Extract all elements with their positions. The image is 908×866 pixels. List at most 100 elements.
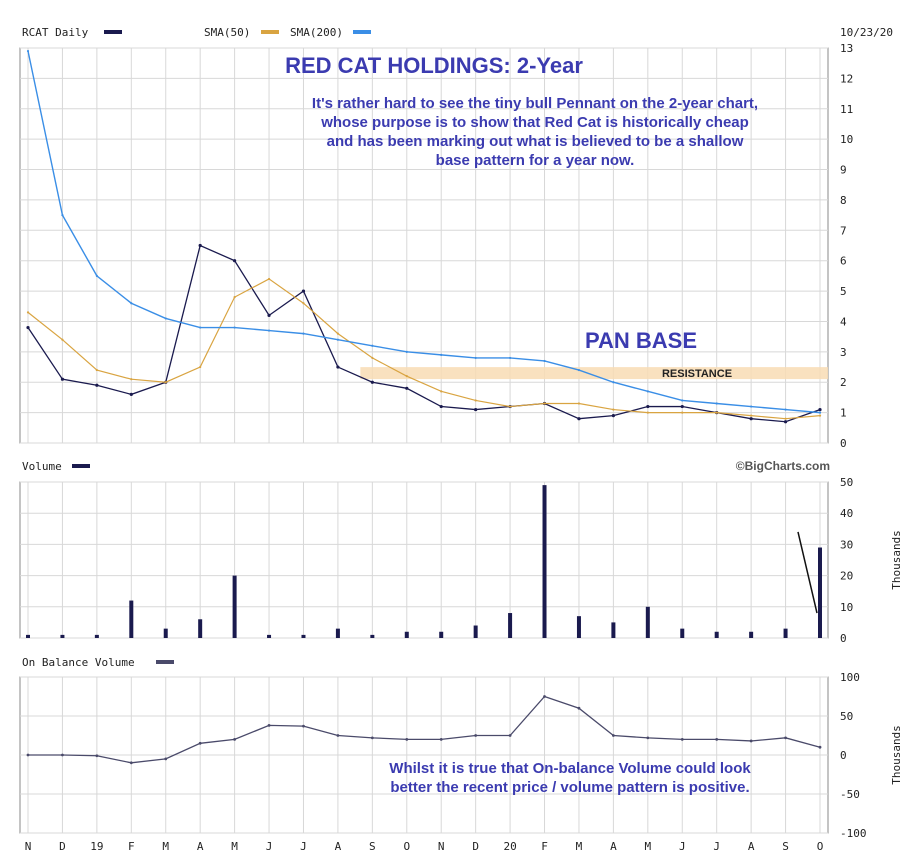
resistance-band <box>360 367 828 380</box>
volume-bar <box>473 625 478 638</box>
price-point <box>233 259 237 263</box>
x-tick-label: M <box>162 840 169 853</box>
sma50-point <box>26 311 30 314</box>
sma200-point <box>26 49 30 53</box>
volume-bar <box>335 628 340 638</box>
volume-bar <box>232 575 237 638</box>
x-tick-label: J <box>266 840 273 853</box>
sma50-point <box>302 302 305 305</box>
price-point <box>301 289 306 293</box>
x-axis: N D 19 F M A M J J A S O N D 20 F M A M J J A S O <box>25 840 824 853</box>
sma50-point <box>199 365 202 369</box>
sma50-point <box>646 411 649 414</box>
annotation-text1-line1: It's rather hard to see the tiny bull Pe… <box>312 95 758 112</box>
sma50-point <box>818 414 822 417</box>
volume-panel: 0 10 20 30 40 50 Thousands <box>19 476 903 645</box>
obv-axis-tick: -50 <box>840 788 860 801</box>
sma50-point <box>750 414 753 417</box>
price-legend: RCAT Daily SMA(50) SMA(200) 10/23/20 <box>22 26 893 39</box>
sma50-point <box>784 417 787 420</box>
sma200-point <box>784 408 787 411</box>
legend-obv-swatch <box>156 660 174 664</box>
price-point <box>818 407 822 412</box>
watermark: ©BigCharts.com <box>736 459 830 473</box>
sma200-point <box>715 402 718 405</box>
annotation-text1-line3: and has been marking out what is believe… <box>327 133 744 150</box>
x-tick-label: M <box>645 840 652 853</box>
obv-axis-tick: -100 <box>840 827 867 840</box>
obv-point <box>508 734 512 737</box>
volume-bar <box>267 634 272 638</box>
price-axis-tick: 7 <box>840 224 847 237</box>
volume-axis-tick: 10 <box>840 601 853 614</box>
obv-point <box>715 738 719 741</box>
obv-axis-tick: 0 <box>840 749 847 762</box>
obv-axis-tick: 100 <box>840 671 860 684</box>
price-point <box>370 380 374 384</box>
obv-axis-ylabel: Thousands <box>890 725 903 785</box>
chart-date: 10/23/20 <box>840 26 893 39</box>
obv-point <box>749 739 753 743</box>
legend-sma50-label: SMA(50) <box>204 26 250 39</box>
sma50-point <box>95 368 98 372</box>
sma50-point <box>405 375 408 378</box>
sma200-point <box>164 317 167 320</box>
volume-bar <box>60 634 65 638</box>
price-point <box>26 325 30 330</box>
sma200-point <box>543 359 546 363</box>
obv-point <box>198 741 202 745</box>
sma50-point <box>508 405 512 408</box>
sma50-point <box>681 411 684 414</box>
x-tick-label: J <box>679 840 686 853</box>
x-tick-label: J <box>713 840 720 853</box>
sma200-point <box>95 274 98 277</box>
sma200-point <box>612 381 615 384</box>
sma200-point <box>440 353 443 356</box>
obv-point <box>302 724 305 728</box>
obv-point <box>336 734 340 737</box>
obv-point <box>95 754 99 758</box>
price-axis-tick: 10 <box>840 133 853 146</box>
price-point <box>611 414 615 418</box>
annotation-text1-line4: base pattern for a year now. <box>436 152 635 169</box>
sma50-point <box>612 408 615 411</box>
obv-point <box>267 723 271 727</box>
obv-legend: On Balance Volume <box>22 656 174 669</box>
price-point <box>577 417 581 421</box>
x-tick-label: N <box>25 840 32 853</box>
price-axis-tick: 0 <box>840 437 847 450</box>
obv-point <box>680 738 684 741</box>
volume-bar <box>26 634 30 638</box>
sma200-point <box>818 411 822 414</box>
x-tick-label: S <box>369 840 376 853</box>
price-series-line <box>27 244 821 423</box>
price-point <box>336 365 340 369</box>
price-axis-tick: 8 <box>840 194 847 207</box>
sma50-point <box>715 411 718 414</box>
volume-axis-tick: 50 <box>840 476 853 489</box>
volume-bar <box>749 631 754 638</box>
x-tick-label: A <box>197 840 204 853</box>
legend-sma200-swatch <box>353 30 371 34</box>
x-tick-label: A <box>610 840 617 853</box>
sma200-point <box>474 356 477 360</box>
volume-axis-tick: 20 <box>840 570 853 583</box>
price-point <box>474 407 478 412</box>
price-point <box>646 404 650 409</box>
price-point <box>439 404 443 409</box>
volume-bar <box>783 628 788 638</box>
sma50-point <box>577 402 581 405</box>
price-axis-tick: 4 <box>840 315 847 328</box>
volume-bar <box>714 631 719 638</box>
volume-bar <box>301 634 306 638</box>
volume-bar <box>680 628 685 638</box>
volume-bar <box>439 631 444 638</box>
sma200-point <box>130 302 133 305</box>
price-point <box>680 404 684 409</box>
volume-bar <box>818 547 822 638</box>
volume-trend-line <box>797 531 818 614</box>
sma50-point <box>61 338 64 341</box>
price-axis-tick: 11 <box>840 103 853 116</box>
